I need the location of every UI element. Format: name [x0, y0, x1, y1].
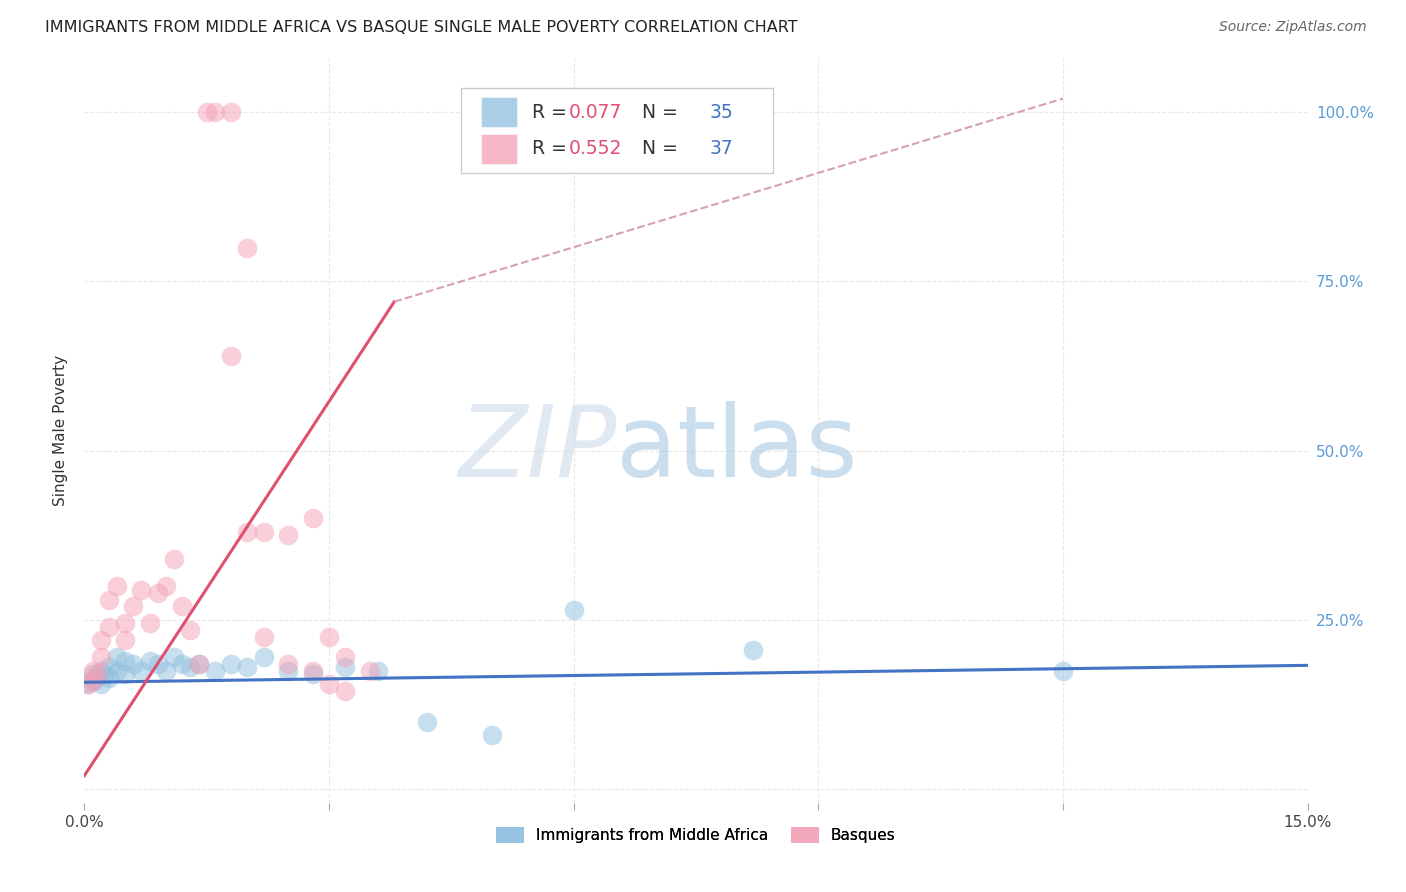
Text: ZIP: ZIP	[458, 401, 616, 498]
Point	[155, 664, 177, 678]
Point	[277, 664, 299, 678]
Point	[97, 592, 120, 607]
Point	[114, 616, 136, 631]
Point	[122, 599, 145, 614]
Text: R =: R =	[531, 103, 572, 122]
Point	[253, 524, 276, 539]
Point	[277, 657, 299, 671]
Point	[163, 552, 186, 566]
Text: Source: ZipAtlas.com: Source: ZipAtlas.com	[1219, 20, 1367, 34]
Text: R =: R =	[531, 139, 572, 159]
Point	[416, 714, 439, 729]
Point	[172, 599, 194, 614]
Point	[105, 650, 128, 665]
Point	[179, 623, 201, 637]
Point	[742, 643, 765, 657]
Point	[114, 633, 136, 648]
Text: atlas: atlas	[616, 401, 858, 498]
Text: 0.077: 0.077	[569, 103, 621, 122]
Point	[318, 677, 340, 691]
Point	[90, 677, 112, 691]
Point	[195, 105, 218, 120]
Point	[131, 582, 153, 597]
Point	[236, 660, 259, 674]
Point	[236, 241, 259, 255]
Point	[219, 657, 242, 671]
Point	[253, 650, 276, 665]
Point	[481, 728, 503, 742]
Point	[219, 349, 242, 363]
Point	[335, 660, 357, 674]
Point	[131, 664, 153, 678]
Point	[253, 630, 276, 644]
Point	[105, 664, 128, 678]
Point	[335, 650, 357, 665]
Point	[301, 664, 323, 678]
Point	[105, 579, 128, 593]
Point	[122, 657, 145, 671]
FancyBboxPatch shape	[461, 87, 773, 173]
Point	[187, 657, 209, 671]
Y-axis label: Single Male Poverty: Single Male Poverty	[53, 355, 69, 506]
Point	[179, 660, 201, 674]
Point	[277, 528, 299, 542]
Legend: Immigrants from Middle Africa, Basques: Immigrants from Middle Africa, Basques	[489, 820, 903, 851]
FancyBboxPatch shape	[481, 97, 517, 128]
Point	[90, 650, 112, 665]
Point	[138, 654, 160, 668]
Text: 37: 37	[710, 139, 733, 159]
Point	[90, 664, 112, 678]
Point	[97, 671, 120, 685]
Point	[82, 673, 104, 688]
Point	[204, 664, 226, 678]
Point	[172, 657, 194, 671]
Point	[562, 603, 585, 617]
Point	[86, 671, 108, 685]
Point	[204, 105, 226, 120]
Point	[163, 650, 186, 665]
Point	[97, 620, 120, 634]
Point	[114, 654, 136, 668]
Point	[155, 579, 177, 593]
Point	[187, 657, 209, 671]
Point	[301, 667, 323, 681]
Point	[1052, 664, 1074, 678]
Point	[367, 664, 389, 678]
Point	[335, 684, 357, 698]
Text: N =: N =	[630, 103, 683, 122]
Text: N =: N =	[630, 139, 683, 159]
FancyBboxPatch shape	[481, 134, 517, 164]
Point	[77, 677, 100, 691]
Point	[82, 673, 104, 688]
Text: 0.552: 0.552	[569, 139, 621, 159]
Point	[93, 667, 115, 681]
Point	[146, 657, 169, 671]
Point	[318, 630, 340, 644]
Point	[359, 664, 381, 678]
Point	[90, 633, 112, 648]
Point	[219, 105, 242, 120]
Point	[97, 660, 120, 674]
Point	[82, 667, 104, 681]
Text: IMMIGRANTS FROM MIDDLE AFRICA VS BASQUE SINGLE MALE POVERTY CORRELATION CHART: IMMIGRANTS FROM MIDDLE AFRICA VS BASQUE …	[45, 20, 797, 35]
Point	[86, 667, 108, 681]
Point	[77, 677, 100, 691]
Point	[114, 667, 136, 681]
Point	[236, 524, 259, 539]
Point	[146, 586, 169, 600]
Text: 35: 35	[710, 103, 733, 122]
Point	[138, 616, 160, 631]
Point	[82, 664, 104, 678]
Point	[301, 511, 323, 525]
